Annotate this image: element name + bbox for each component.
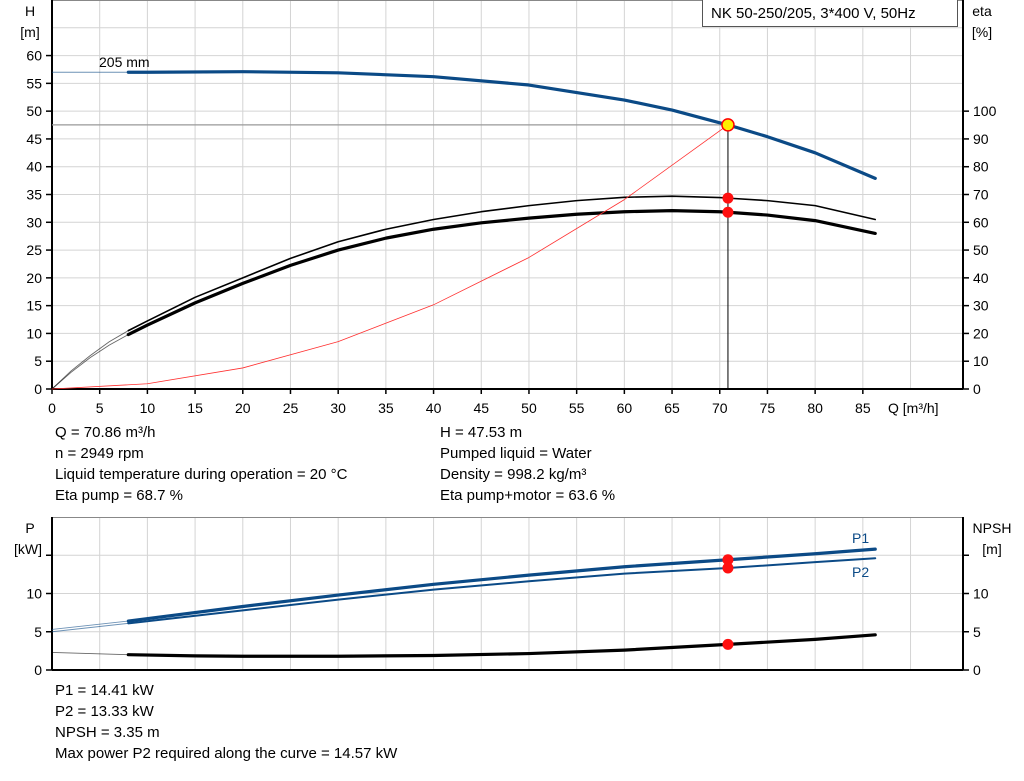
npsh-marker <box>722 638 734 650</box>
y-tick-label: 45 <box>26 131 42 147</box>
curve-label-impeller: 205 mm <box>99 54 150 70</box>
y-axis-title: P <box>25 520 34 536</box>
curve-label-p2: P2 <box>852 564 869 580</box>
power-chart-extension-1 <box>51 622 129 633</box>
y2-tick-label: 100 <box>973 103 997 119</box>
info-speed: n = 2949 rpm <box>55 445 144 462</box>
head-chart-series-3 <box>51 124 729 390</box>
y-axis-unit: [kW] <box>14 541 42 557</box>
x-tick-label: 35 <box>378 400 394 416</box>
chart-title: NK 50-250/205, 3*400 V, 50Hz <box>702 0 958 27</box>
y2-tick-label: 0 <box>973 381 981 397</box>
y2-axis-unit: [m] <box>982 541 1001 557</box>
x-tick-label: 10 <box>140 400 156 416</box>
y2-tick-label: 10 <box>973 586 989 602</box>
power-chart-series-2 <box>126 633 877 658</box>
x-axis-label: Q [m³/h] <box>888 400 939 416</box>
y2-tick-label: 30 <box>973 298 989 314</box>
y2-tick-label: 5 <box>973 624 981 640</box>
y-tick-label: 50 <box>26 103 42 119</box>
y2-tick-label: 40 <box>973 270 989 286</box>
y2-tick-label: 0 <box>973 662 981 678</box>
p2-marker <box>722 562 734 574</box>
x-tick-label: 85 <box>855 400 871 416</box>
y-tick-label: 20 <box>26 270 42 286</box>
info-npsh: NPSH = 3.35 m <box>55 724 160 741</box>
y-tick-label: 60 <box>26 48 42 64</box>
y2-tick-label: 60 <box>973 214 989 230</box>
y-tick-label: 5 <box>34 353 42 369</box>
x-tick-label: 65 <box>664 400 680 416</box>
y-tick-label: 40 <box>26 159 42 175</box>
y2-tick-label: 20 <box>973 325 989 341</box>
head-chart-series-1 <box>127 195 877 332</box>
power-chart-series-0 <box>126 547 877 623</box>
y-tick-label: 10 <box>26 325 42 341</box>
x-tick-label: 70 <box>712 400 728 416</box>
power-chart-extension-2 <box>51 651 129 656</box>
y2-axis-unit: [%] <box>972 24 992 40</box>
power-chart-extension-0 <box>51 620 129 630</box>
y-tick-label: 5 <box>34 624 42 640</box>
x-tick-label: 75 <box>760 400 776 416</box>
info-flow: Q = 70.86 m³/h <box>55 424 156 441</box>
y2-tick-label: 80 <box>973 159 989 175</box>
x-tick-label: 20 <box>235 400 251 416</box>
y-tick-label: 25 <box>26 242 42 258</box>
y2-tick-label: 70 <box>973 187 989 203</box>
power-chart-series-1 <box>127 557 877 625</box>
head-chart-extension-2 <box>51 334 129 390</box>
x-tick-label: 55 <box>569 400 585 416</box>
info-top-right: H = 47.53 m Pumped liquid = Water Densit… <box>440 422 615 506</box>
x-tick-label: 50 <box>521 400 537 416</box>
y-tick-label: 55 <box>26 75 42 91</box>
info-eta-pump: Eta pump = 68.7 % <box>55 487 183 504</box>
y-tick-label: 0 <box>34 381 42 397</box>
head-chart-series-0 <box>126 70 877 180</box>
y-tick-label: 15 <box>26 298 42 314</box>
head-chart-series-2 <box>126 209 877 337</box>
y-axis-unit: [m] <box>20 24 39 40</box>
y2-tick-label: 90 <box>973 131 989 147</box>
p1-marker <box>722 554 734 566</box>
y-axis-title: H <box>25 3 35 19</box>
info-top-left: Q = 70.86 m³/h n = 2949 rpm Liquid tempe… <box>55 422 347 506</box>
y2-tick-label: 10 <box>973 353 989 369</box>
x-tick-label: 0 <box>48 400 56 416</box>
operating-point-marker <box>721 118 735 132</box>
y-tick-label: 35 <box>26 187 42 203</box>
info-p2: P2 = 13.33 kW <box>55 703 154 720</box>
info-max-power: Max power P2 required along the curve = … <box>55 745 398 762</box>
info-bottom: P1 = 14.41 kW P2 = 13.33 kW NPSH = 3.35 … <box>55 680 397 764</box>
x-tick-label: 60 <box>617 400 633 416</box>
y-tick-label: 10 <box>26 586 42 602</box>
x-tick-label: 80 <box>807 400 823 416</box>
eta-pump-motor-marker <box>722 206 734 218</box>
curve-label-p1: P1 <box>852 530 869 546</box>
head-chart-extension-1 <box>51 330 129 390</box>
y2-tick-label: 50 <box>973 242 989 258</box>
eta-pump-marker <box>722 192 734 204</box>
x-tick-label: 25 <box>283 400 299 416</box>
info-p1: P1 = 14.41 kW <box>55 682 154 699</box>
info-eta-pump-motor: Eta pump+motor = 63.6 % <box>440 487 616 504</box>
x-tick-label: 30 <box>330 400 346 416</box>
info-liquid: Pumped liquid = Water <box>440 445 592 462</box>
x-tick-label: 5 <box>96 400 104 416</box>
info-temperature: Liquid temperature during operation = 20… <box>55 466 348 483</box>
info-density: Density = 998.2 kg/m³ <box>440 466 587 483</box>
x-tick-label: 40 <box>426 400 442 416</box>
x-tick-label: 45 <box>473 400 489 416</box>
x-tick-label: 15 <box>187 400 203 416</box>
info-head: H = 47.53 m <box>440 424 523 441</box>
y2-axis-title: eta <box>972 3 992 19</box>
y-tick-label: 30 <box>26 214 42 230</box>
y2-axis-title: NPSH <box>973 520 1012 536</box>
y-tick-label: 0 <box>34 662 42 678</box>
